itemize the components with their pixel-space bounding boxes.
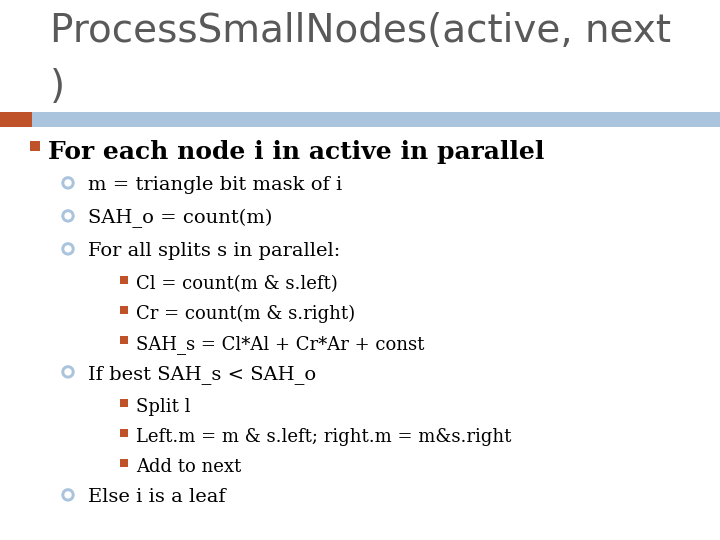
Circle shape — [62, 243, 74, 255]
Text: m = triangle bit mask of i: m = triangle bit mask of i — [88, 176, 342, 194]
Bar — [120, 306, 128, 314]
Bar — [0, 112, 32, 127]
Text: For all splits s in parallel:: For all splits s in parallel: — [88, 242, 341, 260]
Text: Split l: Split l — [136, 398, 191, 416]
Text: If best SAH_s < SAH_o: If best SAH_s < SAH_o — [88, 365, 316, 384]
Bar — [30, 141, 40, 151]
Text: Cl = count(m & s.left): Cl = count(m & s.left) — [136, 275, 338, 293]
Circle shape — [65, 213, 71, 219]
Text: Add to next: Add to next — [136, 458, 241, 476]
Text: Left.m = m & s.left; right.m = m&s.right: Left.m = m & s.left; right.m = m&s.right — [136, 428, 511, 446]
Text: SAH_o = count(m): SAH_o = count(m) — [88, 209, 272, 228]
Text: For each node i in active in parallel: For each node i in active in parallel — [48, 140, 544, 164]
Bar — [0, 112, 720, 127]
Circle shape — [65, 492, 71, 498]
Text: Cr = count(m & s.right): Cr = count(m & s.right) — [136, 305, 355, 323]
Bar — [120, 275, 128, 284]
Circle shape — [62, 210, 74, 222]
Text: Else i is a leaf: Else i is a leaf — [88, 488, 225, 506]
Circle shape — [65, 246, 71, 252]
Bar — [120, 429, 128, 436]
Circle shape — [65, 369, 71, 375]
Bar — [120, 399, 128, 407]
Circle shape — [62, 366, 74, 378]
Text: SAH_s = Cl*Al + Cr*Ar + const: SAH_s = Cl*Al + Cr*Ar + const — [136, 335, 424, 354]
Circle shape — [62, 489, 74, 501]
Text: ProcessSmallNodes(active, next: ProcessSmallNodes(active, next — [50, 12, 671, 50]
Bar — [120, 335, 128, 343]
Bar — [120, 458, 128, 467]
Text: ): ) — [50, 68, 65, 106]
Circle shape — [62, 177, 74, 189]
Circle shape — [65, 180, 71, 186]
